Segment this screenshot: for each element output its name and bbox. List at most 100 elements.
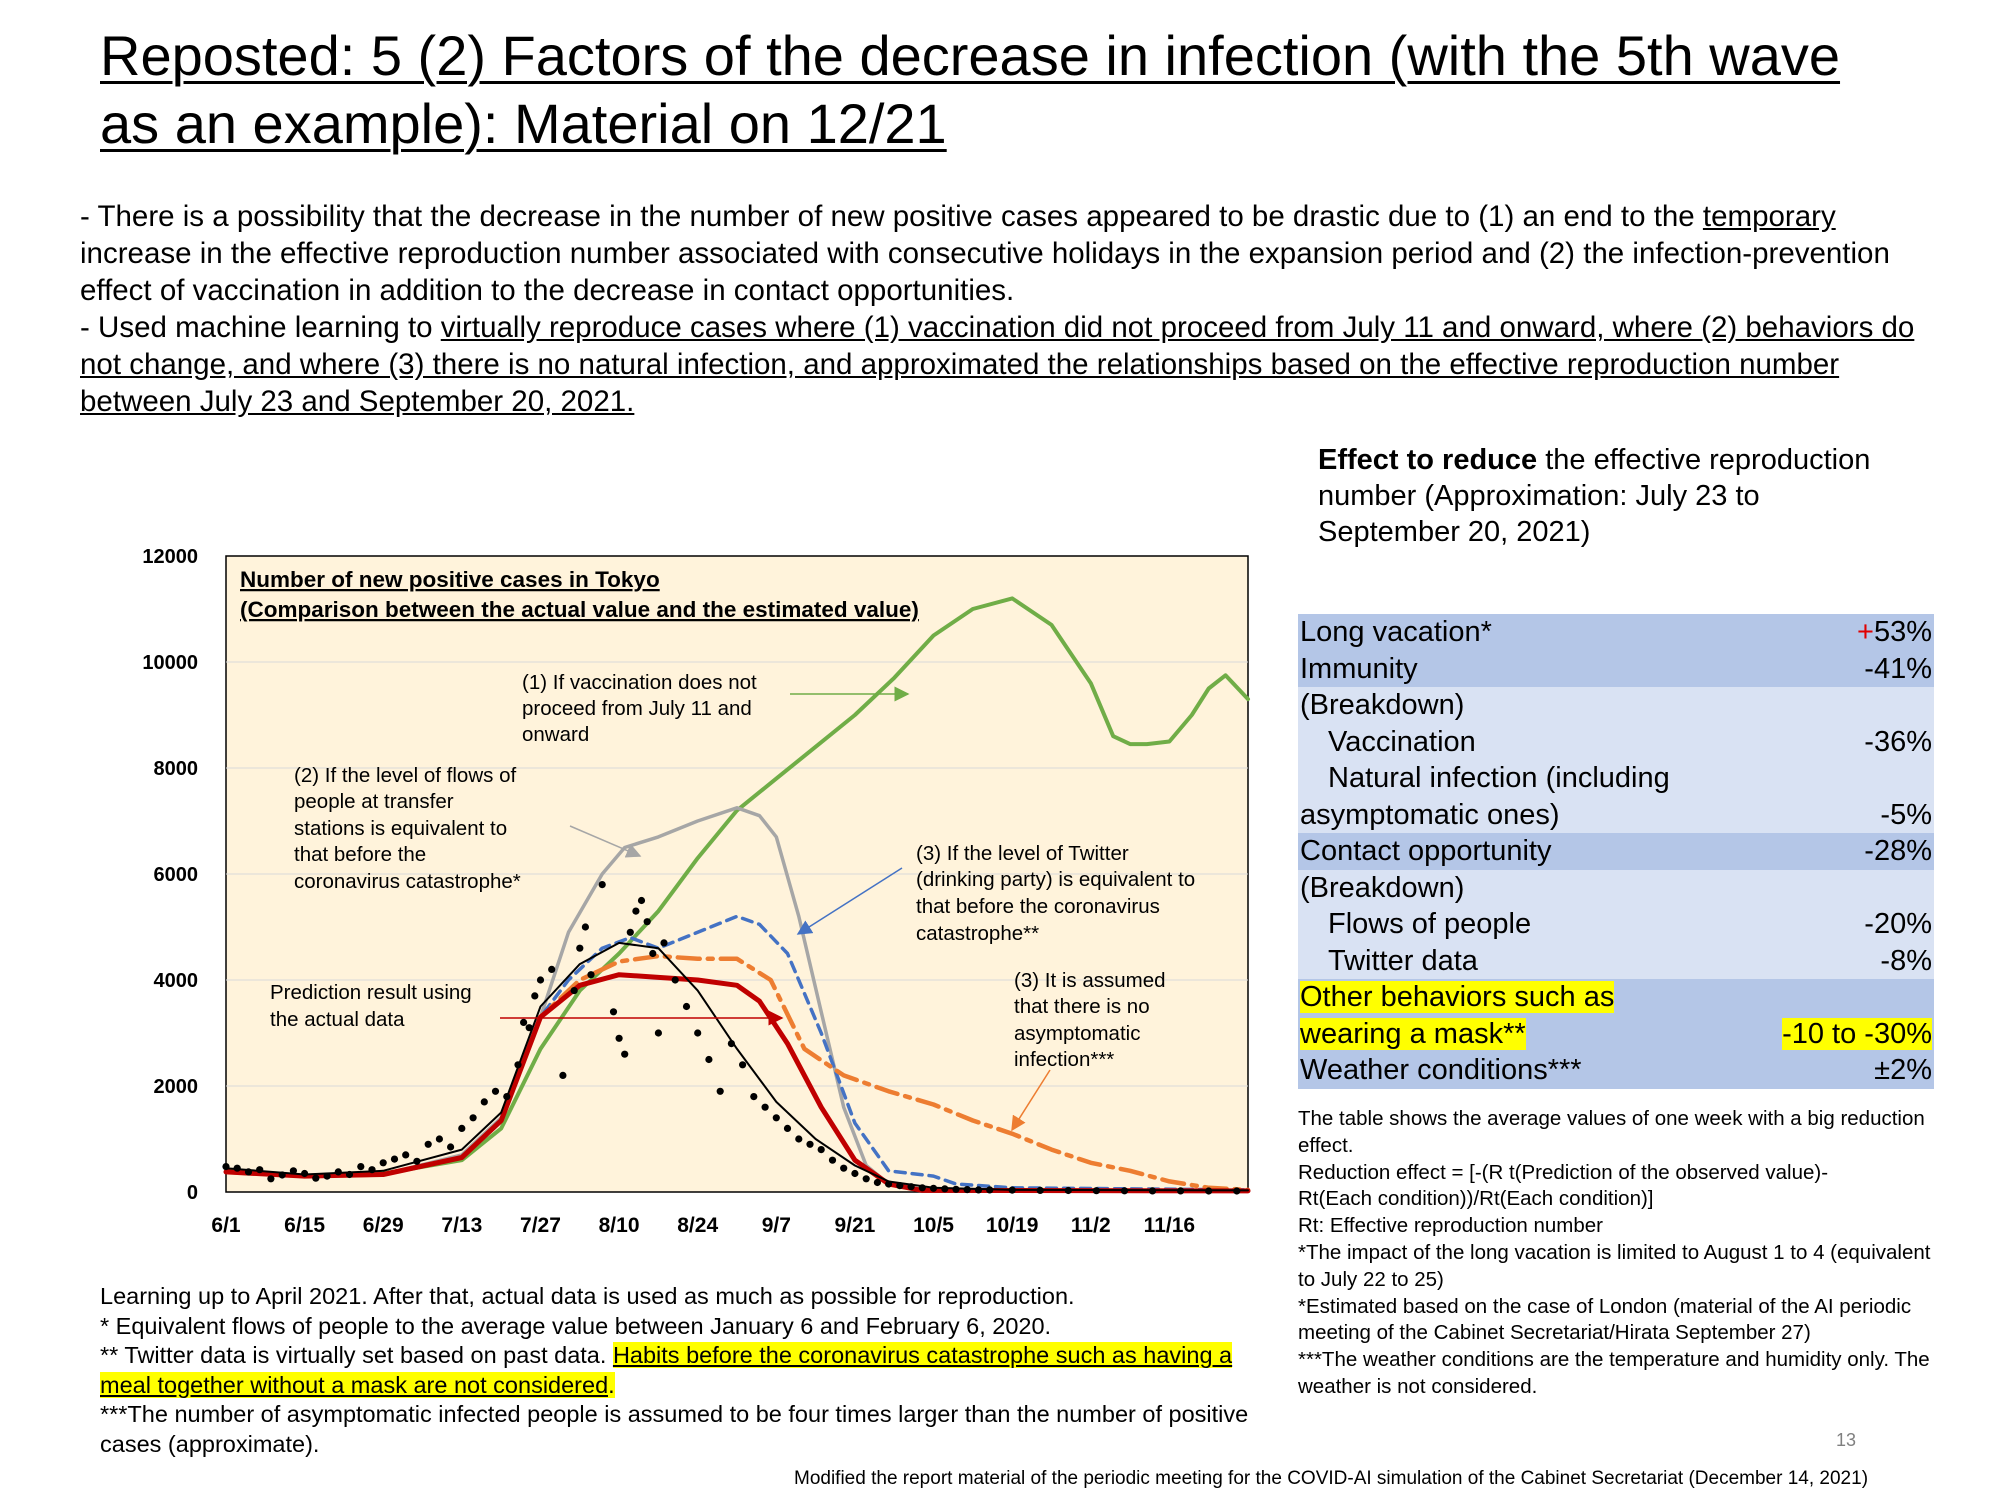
actual-dot <box>963 1186 971 1194</box>
actual-dot <box>536 976 545 984</box>
page-title: Reposted: 5 (2) Factors of the decrease … <box>100 24 1841 155</box>
effect-heading-rest: the effective reproduction number (Appro… <box>1318 444 1871 548</box>
actual-dot <box>783 1124 792 1132</box>
actual-dot <box>1036 1186 1044 1194</box>
x-tick-label: 6/15 <box>284 1214 325 1237</box>
annotation-flows-line-2: people at transfer <box>294 790 454 813</box>
actual-dot <box>632 907 640 915</box>
actual-dot <box>278 1171 286 1179</box>
source-note: Modified the report material of the peri… <box>794 1468 1869 1489</box>
effect-label: Twitter data <box>1298 942 1749 979</box>
actual-dot <box>974 1186 983 1194</box>
actual-dot <box>491 1087 500 1095</box>
annotation-asymptomatic-line-1: (3) It is assumed <box>1014 969 1166 992</box>
intro-p1-underline: temporary <box>1702 200 1836 233</box>
actual-dot <box>1205 1187 1213 1195</box>
actual-dot <box>514 1061 522 1069</box>
effect-row-breakdown: (Breakdown) <box>1298 869 1934 906</box>
annotation-flows-line-5: coronavirus catastrophe* <box>294 870 521 893</box>
x-tick-label: 9/7 <box>762 1214 791 1237</box>
annotation-twitter-line-2: (drinking party) is equivalent to <box>916 868 1195 891</box>
y-tick-label: 10000 <box>142 652 198 674</box>
actual-dot <box>480 1098 488 1106</box>
effect-value-highlight: -10 to -30% <box>1782 1017 1932 1050</box>
effect-label: Other behaviors such as <box>1298 979 1749 1016</box>
effect-value: -5% <box>1748 796 1934 833</box>
actual-dot <box>413 1157 421 1165</box>
effect-label: Flows of people <box>1298 906 1749 943</box>
x-tick-label: 10/19 <box>986 1214 1039 1237</box>
annotation-prediction: Prediction result using the actual data <box>270 981 784 1031</box>
effect-row-asymptomatic: asymptomatic ones) -5% <box>1298 796 1934 833</box>
x-tick-label: 7/13 <box>441 1214 482 1237</box>
intro-p2-underline: virtually reproduce cases where (1) vacc… <box>80 311 1915 418</box>
actual-dot <box>368 1166 376 1174</box>
table-note-2: Reduction effect = [-(R t(Prediction of … <box>1298 1160 1829 1184</box>
x-tick-label: 9/21 <box>834 1214 875 1237</box>
series-layer <box>223 596 1251 1194</box>
actual-dot <box>334 1168 342 1176</box>
actual-dot <box>660 939 668 947</box>
annotation-flows-line-3: stations is equivalent to <box>294 817 507 840</box>
annotation-twitter-line-1: (3) If the level of Twitter <box>916 842 1129 865</box>
actual-dot <box>626 928 634 936</box>
effect-row-long-vacation: Long vacation* +53% <box>1298 614 1934 651</box>
chart-subtitle: (Comparison between the actual value and… <box>240 597 919 622</box>
actual-dot <box>267 1175 275 1183</box>
actual-dot <box>1092 1187 1100 1195</box>
annotation-asymptomatic-line-4: infection*** <box>1014 1048 1114 1071</box>
actual-dot <box>357 1163 365 1171</box>
annotation-twitter-line-4: catastrophe** <box>916 922 1039 945</box>
annotation-flows-line-1: (2) If the level of flows of <box>294 764 516 787</box>
actual-dot <box>682 1002 691 1011</box>
series-line-actual_black_line <box>225 941 1249 1192</box>
effect-label: asymptomatic ones) <box>1298 796 1749 833</box>
chart-title: Number of new positive cases in Tokyo <box>240 567 660 592</box>
actual-dot <box>817 1146 825 1154</box>
series-line-vaccination <box>224 596 1250 1179</box>
annotation-flows-arrow <box>569 825 642 858</box>
effect-heading-bold: Effect to reduce <box>1318 444 1538 476</box>
actual-dot <box>772 1114 780 1122</box>
actual-dot <box>233 1164 241 1172</box>
actual-dot <box>705 1055 713 1064</box>
table-note-6: *Estimated based on the case of London (… <box>1298 1294 1912 1345</box>
actual-dot <box>716 1087 724 1095</box>
chart-note-4: ***The number of asymptomatic infected p… <box>100 1401 1249 1457</box>
actual-dot <box>637 896 646 905</box>
annotation-asymptomatic-line-2: that there is no <box>1014 995 1150 1018</box>
effect-row-other-behaviors: Other behaviors such as <box>1298 979 1934 1016</box>
actual-dot <box>469 1114 477 1122</box>
actual-dot <box>548 965 556 974</box>
effect-label-highlight: wearing a mask** <box>1300 1017 1526 1050</box>
x-tick-label: 6/29 <box>363 1214 404 1237</box>
effect-table: Long vacation* +53% Immunity -41% (Breakdo… <box>1298 614 1934 1089</box>
x-tick-label: 8/10 <box>599 1214 640 1237</box>
actual-dot <box>873 1178 882 1187</box>
effect-row-breakdown: (Breakdown) <box>1298 687 1934 724</box>
actual-dot <box>576 944 584 952</box>
x-tick-label: 7/27 <box>520 1214 561 1237</box>
effect-heading: Effect to reduce the effective reproduct… <box>1318 442 1878 550</box>
annotation-twitter: (3) If the level of Twitter (drinking pa… <box>796 842 1195 945</box>
actual-dot <box>587 971 595 979</box>
actual-dot <box>727 1040 736 1048</box>
annotation-vaccination-line-3: onward <box>522 723 589 746</box>
x-tick-label: 11/2 <box>1071 1214 1111 1237</box>
annotation-asymptomatic: (3) It is assumed that there is no asymp… <box>1011 969 1166 1132</box>
actual-dot <box>862 1175 870 1183</box>
actual-dot <box>929 1184 938 1192</box>
intro-p1-text: - There is a possibility that the decrea… <box>80 200 1703 233</box>
effect-value: ±2% <box>1748 1052 1934 1089</box>
actual-dot <box>1064 1186 1072 1195</box>
actual-dot <box>643 918 651 926</box>
effect-label: Natural infection (including <box>1298 760 1749 797</box>
actual-dot <box>952 1185 960 1193</box>
actual-dot <box>256 1166 264 1174</box>
actual-dot <box>1120 1187 1129 1195</box>
actual-dot <box>244 1168 253 1176</box>
y-tick-label: 6000 <box>154 864 199 886</box>
x-tick-label: 6/1 <box>211 1214 241 1237</box>
actual-dot <box>1008 1186 1016 1194</box>
intro-paragraph-2: - Used machine learning to virtually rep… <box>80 309 1920 420</box>
